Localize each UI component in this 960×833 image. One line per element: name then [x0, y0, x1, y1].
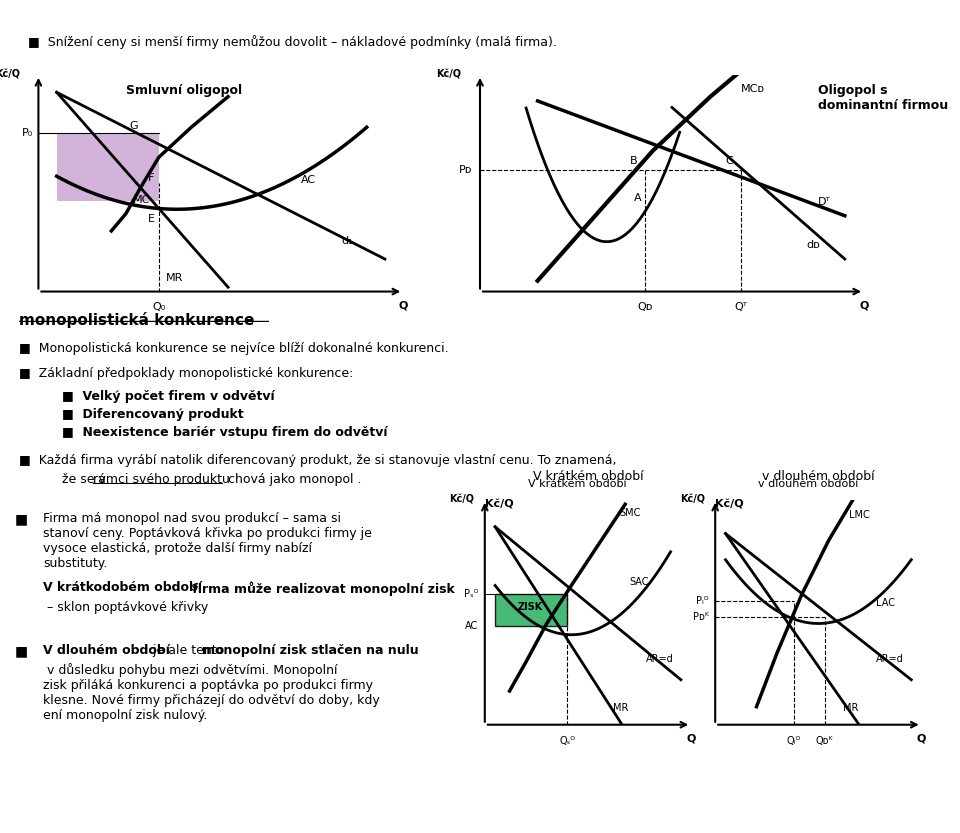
Text: Smluvní oligopol: Smluvní oligopol: [127, 83, 242, 97]
Text: MR: MR: [166, 272, 183, 282]
Text: Q₀: Q₀: [152, 302, 165, 312]
Text: MR: MR: [612, 703, 628, 713]
Text: Q: Q: [859, 300, 869, 310]
Text: Q: Q: [686, 734, 696, 744]
Text: F: F: [148, 173, 155, 183]
Text: Qᴅ: Qᴅ: [637, 302, 653, 312]
Text: rámci svého produktu: rámci svého produktu: [93, 473, 230, 486]
Text: Q: Q: [917, 734, 926, 744]
Text: Qᴅᴷ: Qᴅᴷ: [816, 736, 833, 746]
Text: AR=d: AR=d: [646, 654, 674, 664]
Text: ■  Monopolistická konkurence se nejvíce blíží dokonalné konkurenci.: ■ Monopolistická konkurence se nejvíce b…: [19, 342, 449, 355]
Text: Kč/Q: Kč/Q: [436, 70, 461, 80]
Text: – sklon poptávkové křivky: – sklon poptávkové křivky: [43, 601, 208, 614]
Text: ■  Neexistence bariér vstupu firem do odvětví: ■ Neexistence bariér vstupu firem do odv…: [62, 426, 388, 440]
Text: AC: AC: [301, 175, 316, 185]
Text: v dlouhém období: v dlouhém období: [757, 478, 858, 488]
Text: LAC: LAC: [876, 597, 895, 607]
Text: Kč/Q: Kč/Q: [449, 495, 474, 505]
Text: B: B: [630, 156, 637, 166]
Text: MR: MR: [843, 703, 858, 713]
Text: je ale tento: je ale tento: [149, 644, 228, 657]
Text: C: C: [726, 156, 733, 166]
Text: ■: ■: [14, 512, 28, 526]
Text: Qᵀ: Qᵀ: [734, 302, 748, 312]
Text: ■  Každá firma vyrábí natolik diferencovaný produkt, že si stanovuje vlastní cen: ■ Každá firma vyrábí natolik diferencova…: [19, 454, 616, 467]
Text: A: A: [634, 192, 641, 202]
Text: Pₗᴼ: Pₗᴼ: [696, 596, 709, 606]
Bar: [57, 133, 158, 201]
Text: ■  Velký počet firem v odvětví: ■ Velký počet firem v odvětví: [62, 390, 275, 403]
Text: LMC: LMC: [850, 510, 870, 520]
Text: V krátkodobém období: V krátkodobém období: [43, 581, 203, 595]
Text: Pᴅᴷ: Pᴅᴷ: [693, 611, 709, 621]
Text: d₁: d₁: [341, 236, 353, 246]
Text: ■  Základní předpoklady monopolistické konkurence:: ■ Základní předpoklady monopolistické ko…: [19, 367, 353, 380]
Text: Firma má monopol nad svou produkcí – sama si
stanoví ceny. Poptávková křivka po : Firma má monopol nad svou produkcí – sam…: [43, 512, 372, 571]
Bar: [495, 594, 567, 626]
Text: E: E: [148, 214, 155, 224]
Text: Kč/Q: Kč/Q: [680, 495, 705, 505]
Text: ■  Diferencovaný produkt: ■ Diferencovaný produkt: [62, 408, 244, 421]
Text: ZISK: ZISK: [517, 602, 543, 612]
Text: chová jako monopol .: chová jako monopol .: [224, 473, 361, 486]
Text: ■: ■: [14, 644, 28, 658]
Text: G: G: [130, 121, 138, 131]
Text: MC: MC: [133, 195, 151, 205]
Text: V krátkém období: V krátkém období: [533, 470, 644, 483]
Text: SAC: SAC: [630, 577, 649, 587]
Text: Kč/Q: Kč/Q: [485, 500, 514, 510]
Text: P₀: P₀: [22, 128, 33, 138]
Text: firma může realizovat monopolní zisk: firma může realizovat monopolní zisk: [188, 581, 455, 596]
Text: v dlouhém období: v dlouhém období: [761, 470, 875, 483]
Text: Dᵀ: Dᵀ: [818, 197, 830, 207]
Text: Oligopol s
dominantní firmou: Oligopol s dominantní firmou: [818, 83, 948, 112]
Text: V krátkém období: V krátkém období: [528, 478, 627, 488]
Text: ■  Snížení ceny si menší firmy nemůžou dovolit – nákladové podmínky (malá firma): ■ Snížení ceny si menší firmy nemůžou do…: [29, 35, 558, 48]
Text: Q: Q: [398, 300, 408, 310]
Text: v důsledku pohybu mezi odvětvími. Monopolní
zisk přiláká konkurenci a poptávka p: v důsledku pohybu mezi odvětvími. Monopo…: [43, 663, 380, 722]
Text: monopolistická konkurence: monopolistická konkurence: [19, 312, 254, 328]
Text: Qₗᴼ: Qₗᴼ: [786, 736, 801, 746]
Text: AR=d: AR=d: [876, 654, 904, 664]
Text: že se v: že se v: [62, 473, 110, 486]
Text: Kč/Q: Kč/Q: [0, 70, 20, 80]
Text: MCᴅ: MCᴅ: [741, 84, 765, 94]
Text: monopolní zisk stlačen na nulu: monopolní zisk stlačen na nulu: [202, 644, 419, 657]
Text: AC: AC: [466, 621, 479, 631]
Text: dᴅ: dᴅ: [806, 240, 820, 250]
Text: Pₛᴼ: Pₛᴼ: [464, 589, 479, 599]
Text: SMC: SMC: [619, 507, 640, 517]
Text: Pᴅ: Pᴅ: [459, 165, 472, 175]
Text: Qₛᴼ: Qₛᴼ: [560, 736, 575, 746]
Text: Kč/Q: Kč/Q: [715, 500, 744, 510]
Text: V dlouhém období: V dlouhém období: [43, 644, 170, 657]
